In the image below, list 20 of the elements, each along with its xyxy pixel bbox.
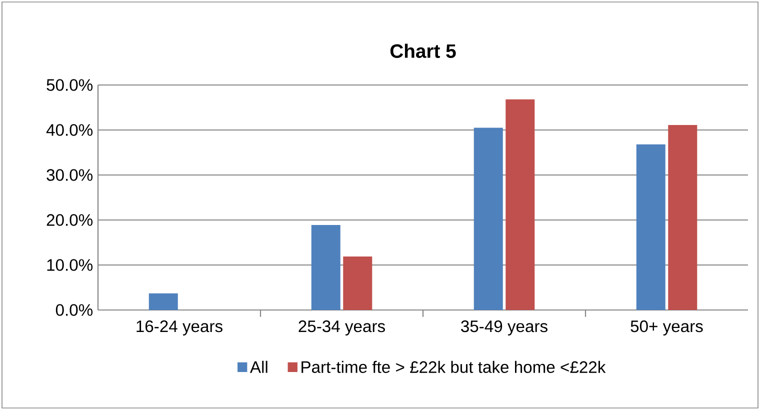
x-tick-label: 25-34 years [298,320,385,336]
bar [148,293,178,310]
legend-label: All [250,360,268,373]
bar [506,99,535,310]
x-tick-label: 16-24 years [136,320,222,336]
y-tick-label: 50.0% [46,79,93,91]
bar [474,128,503,310]
bar [343,256,372,310]
bar [668,125,698,310]
bar [311,224,340,310]
y-tick-label: 30.0% [46,169,93,181]
y-tick-label: 10.0% [47,259,93,271]
y-tick-label: 0.0% [56,304,93,316]
legend-label: Part-time fte > £22k but take home <£22k [302,360,606,373]
bar [636,144,666,310]
y-tick-label: 40.0% [46,124,93,136]
x-tick-label: 35-49 years [461,320,548,336]
x-tick-label: 50+ years [630,320,703,336]
chart-title: Chart 5 [390,44,456,58]
y-tick-label: 20.0% [46,214,93,226]
